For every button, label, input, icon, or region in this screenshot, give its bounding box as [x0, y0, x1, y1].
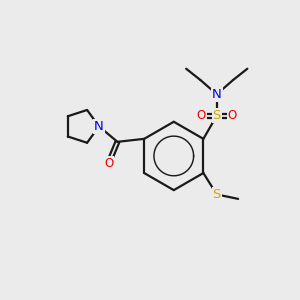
Text: N: N	[94, 120, 104, 133]
Text: S: S	[213, 188, 221, 201]
Text: O: O	[197, 109, 206, 122]
Text: N: N	[212, 88, 222, 101]
Text: S: S	[213, 109, 221, 122]
Text: O: O	[104, 157, 113, 170]
Text: O: O	[228, 109, 237, 122]
